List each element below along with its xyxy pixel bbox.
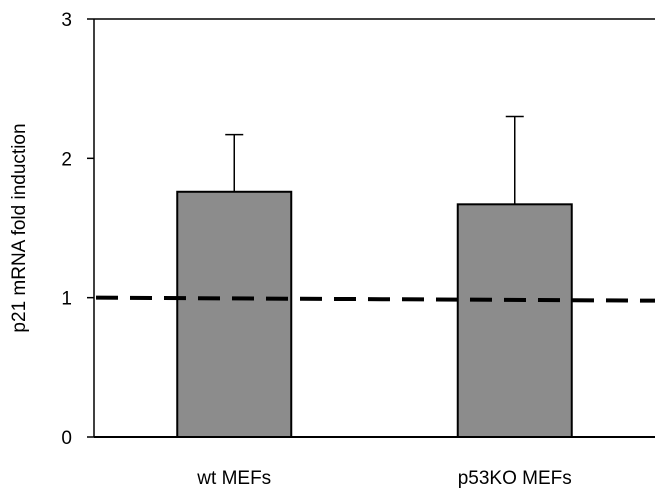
bar — [456, 203, 573, 438]
y-tick-label: 1 — [61, 289, 72, 310]
reference-line — [95, 295, 655, 303]
y-tick-label: 2 — [61, 149, 72, 170]
error-bars — [225, 115, 524, 205]
y-axis: 0 1 2 3 — [61, 10, 655, 449]
bars — [176, 190, 573, 438]
y-axis-label: p21 mRNA fold induction — [9, 123, 30, 332]
bar — [176, 190, 293, 438]
x-tick-label: wt MEFs — [196, 468, 271, 489]
reference-line-dashed — [95, 295, 655, 303]
y-tick-label: 0 — [61, 428, 72, 449]
x-axis: wt MEFs p53KO MEFs — [94, 436, 655, 489]
y-tick-label: 3 — [61, 10, 72, 31]
x-tick-label: p53KO MEFs — [458, 468, 572, 489]
